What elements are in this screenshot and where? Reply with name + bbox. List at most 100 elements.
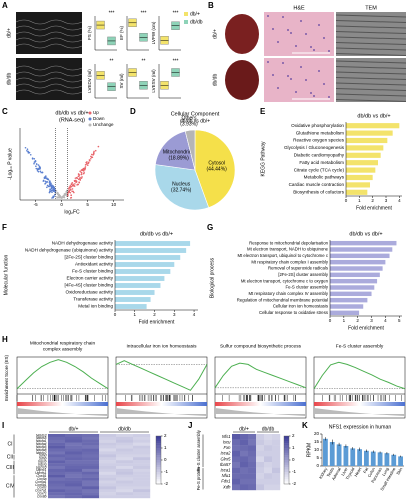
colorbar-step: [156, 450, 161, 453]
group-label: CIV: [6, 484, 15, 490]
category-label: Regulation of mitochondrial membrane pot…: [237, 297, 328, 302]
bar: [343, 446, 349, 466]
pie-slice: [184, 129, 196, 171]
volcano-point: [71, 181, 74, 184]
group-label: Fe-S cluster assembly: [196, 429, 201, 471]
volcano-point: [84, 166, 87, 168]
volcano-point: [93, 150, 95, 153]
volcano-point: [68, 186, 71, 188]
heat-cell: [232, 450, 241, 457]
row-label: Iba57: [220, 462, 231, 467]
heat-cell: [264, 462, 273, 468]
x-tick-label: 4: [384, 318, 387, 323]
row-label: Isca1: [220, 468, 230, 473]
heat-cell: [240, 473, 249, 479]
row-label: Ndufa1: [36, 439, 47, 443]
heat-cell: [133, 483, 151, 487]
echo-trace: [15, 89, 83, 95]
volcano-point: [70, 183, 73, 186]
volcano-point: [57, 193, 59, 195]
row-label: Xdh: [222, 484, 231, 489]
volcano-point: [48, 185, 50, 187]
heat-cell: [264, 473, 273, 479]
volcano-point: [55, 190, 58, 192]
bar: [323, 438, 328, 466]
heat-cell: [48, 457, 66, 461]
he-nucleus: [305, 33, 307, 35]
heat-cell: [48, 483, 66, 487]
heat-cell: [248, 473, 257, 479]
echo-trace: [15, 25, 83, 31]
slice-value: (3.93%): [180, 122, 198, 128]
y-tick-label: 15: [314, 439, 320, 444]
heat-cell: [248, 467, 257, 474]
he-nucleus: [313, 95, 315, 97]
heat-cell: [133, 451, 151, 455]
tem-fiber: [335, 25, 407, 29]
he-nucleus: [295, 45, 297, 47]
heat-cell: [82, 457, 100, 461]
category-label: Biosynthesis of cofactors: [293, 190, 345, 195]
rank-gradient: [116, 402, 207, 406]
he-nucleus: [272, 74, 274, 76]
volcano-point: [97, 145, 100, 148]
category-label: Fe-S cluster assembly: [285, 285, 328, 290]
volcano-point: [24, 146, 27, 149]
volcano-point: [83, 167, 86, 169]
category-label: Glutathione metabolism: [296, 130, 344, 135]
volcano-point: [78, 175, 80, 177]
heat-cell: [82, 483, 100, 487]
heat-cell: [264, 484, 273, 491]
row-label: Cox5a: [37, 477, 47, 481]
heat-cell: [65, 480, 83, 484]
colorbar-step: [156, 438, 161, 441]
x-tick-label: Lung: [381, 467, 390, 477]
heat-cell: [264, 456, 273, 463]
volcano-point: [33, 162, 35, 165]
panel-letter: C: [2, 107, 8, 116]
heat-cell: [264, 445, 273, 451]
volcano-point: [39, 170, 42, 173]
heat-cell: [248, 445, 257, 451]
colorbar-step: [284, 457, 289, 461]
volcano-point: [73, 180, 76, 183]
volcano-point: [35, 163, 38, 165]
volcano-point: [74, 177, 77, 179]
x-tick-label: -5: [34, 202, 38, 207]
heat-cell: [65, 466, 83, 470]
category-label: Transferase activity: [73, 297, 113, 302]
heat-cell: [116, 477, 134, 481]
panel-title: NFS1 expression in human: [329, 424, 392, 430]
heat-cell: [82, 448, 100, 452]
volcano-point: [91, 156, 94, 159]
panel-title: db/db vs db/+: [140, 231, 173, 237]
bar: [115, 255, 181, 260]
colorbar-step: [284, 464, 289, 468]
bar: [377, 452, 383, 466]
volcano-point: [79, 179, 82, 181]
tem-fiber: [335, 36, 407, 40]
x-tick-label: 0: [345, 198, 348, 203]
echo-trace: [15, 83, 83, 89]
heat-cell: [264, 450, 273, 457]
legend-label: db/db: [190, 19, 203, 25]
he-nucleus: [305, 79, 307, 81]
bar: [115, 248, 187, 253]
heat-cell: [116, 454, 134, 458]
volcano-point: [44, 175, 47, 178]
colorbar-label: -2: [164, 481, 168, 486]
bar: [391, 454, 397, 466]
colorbar-step: [156, 464, 161, 468]
volcano-point: [46, 178, 49, 180]
legend-label: Unchange: [93, 122, 114, 127]
slice-name: Others: [181, 116, 197, 122]
heat-cell: [133, 468, 151, 473]
volcano-point: [56, 196, 58, 198]
heat-cell: [99, 445, 117, 449]
heat-cell: [65, 448, 83, 452]
colorbar-step: [156, 455, 161, 458]
colorbar-label: 2: [292, 433, 295, 438]
heat-cell: [65, 439, 83, 443]
echo-trace: [15, 77, 83, 83]
bar: [330, 272, 380, 278]
